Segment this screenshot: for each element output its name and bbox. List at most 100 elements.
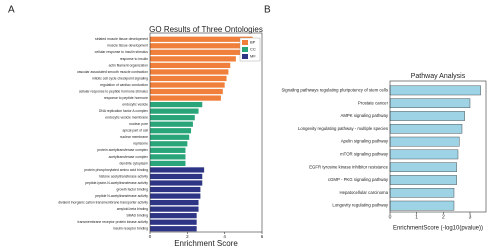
bar bbox=[150, 180, 203, 186]
bar bbox=[150, 134, 190, 140]
y-tick-label: response to peptide hormone bbox=[104, 96, 148, 100]
y-tick-label: divalent inorganic cation transmembrane … bbox=[58, 200, 148, 204]
plot-frame bbox=[389, 80, 487, 213]
y-tick-label: dendrite cytoplasm bbox=[120, 161, 149, 165]
y-tick-label: cellular response to peptide hormone sti… bbox=[79, 89, 148, 93]
y-tick-label: striated muscle tissue development bbox=[95, 37, 148, 41]
bar bbox=[150, 167, 205, 173]
y-tick-label: protein phosphorylated amino acid bindin… bbox=[84, 168, 148, 172]
bar bbox=[389, 175, 457, 185]
y-tick-label: regulation of cardiac conduction bbox=[100, 83, 148, 87]
bar bbox=[150, 147, 186, 153]
y-tick-label: cGMP - PKG signaling pathway bbox=[328, 177, 389, 182]
bar bbox=[150, 75, 227, 82]
y-tick-label: Hepatocellular carcinoma bbox=[340, 190, 389, 195]
bar bbox=[150, 95, 221, 101]
bar bbox=[150, 160, 186, 167]
bar bbox=[389, 111, 465, 121]
bar bbox=[150, 173, 203, 180]
x-tick-label: 0 bbox=[149, 234, 152, 239]
y-tick-label: cellular response to insulin stimulus bbox=[95, 50, 149, 54]
y-tick-label: muscle tissue development bbox=[107, 44, 148, 48]
chart-title: GO Results of Three Ontologies bbox=[149, 25, 263, 34]
bar bbox=[389, 85, 481, 96]
bar bbox=[389, 136, 460, 147]
bar bbox=[389, 162, 457, 173]
y-tick-label: response to insulin bbox=[120, 57, 148, 61]
y-tick-label: insulin receptor binding bbox=[113, 227, 148, 231]
bar bbox=[150, 219, 197, 225]
y-tick-label: DNA replication factor A complex bbox=[99, 109, 148, 113]
bar bbox=[150, 62, 231, 69]
bar bbox=[150, 141, 188, 147]
bar bbox=[150, 56, 236, 62]
legend-label: CC bbox=[250, 47, 256, 52]
x-tick-label: 4 bbox=[223, 234, 226, 239]
y-tick-label: Longevity regulating pathway - multiple … bbox=[298, 126, 388, 131]
y-tick-label: AMPK signaling pathway bbox=[340, 113, 388, 118]
bar bbox=[389, 200, 455, 211]
chart-title: Pathway Analysis bbox=[411, 73, 466, 80]
y-tick-label: peptide-lysine-N-acetyltransferase activ… bbox=[85, 181, 148, 185]
y-tick-label: nuclear membrane bbox=[120, 135, 148, 139]
y-tick-label: acetyltransferase complex bbox=[109, 155, 149, 159]
bar bbox=[150, 101, 203, 108]
legend-label: BP bbox=[250, 40, 256, 45]
y-tick-label: growth factor binding bbox=[117, 187, 149, 191]
x-tick-label: 2 bbox=[442, 214, 445, 220]
x-axis-label: EnrichmentScore (-log10(pvalue)) bbox=[393, 226, 483, 232]
legend-label: MF bbox=[250, 54, 256, 59]
y-tick-label: vascular associated smooth muscle contra… bbox=[77, 70, 148, 74]
y-tick-label: transmembrane receptor protein kinase ac… bbox=[78, 220, 149, 224]
bar bbox=[150, 36, 253, 42]
bar bbox=[389, 98, 471, 109]
bar bbox=[150, 193, 201, 199]
x-axis-label: Enrichment Score bbox=[174, 239, 238, 248]
legend-swatch bbox=[242, 40, 248, 45]
y-tick-label: nuclear pore bbox=[129, 122, 148, 126]
y-tick-label: peptide N-acetyltransferase activity bbox=[95, 194, 148, 198]
panel-label: A bbox=[8, 5, 15, 16]
y-tick-label: Signaling pathways regulating pluripoten… bbox=[281, 88, 388, 93]
bar bbox=[150, 213, 197, 219]
y-tick-label: apical part of cell bbox=[123, 129, 149, 133]
y-tick-label: EGFR tyrosine kinase inhibitor resistanc… bbox=[309, 164, 388, 169]
x-tick-label: 0 bbox=[389, 214, 392, 220]
y-tick-label: replisome bbox=[133, 142, 148, 146]
y-tick-label: mTOR signaling pathway bbox=[340, 152, 389, 157]
x-tick-label: 2 bbox=[186, 234, 189, 239]
bar bbox=[150, 88, 223, 95]
y-tick-label: actin filament organization bbox=[109, 63, 149, 67]
bar bbox=[150, 43, 249, 49]
x-tick-label: 1 bbox=[415, 214, 418, 220]
y-tick-label: Apelin signaling pathway bbox=[341, 139, 389, 144]
bar bbox=[389, 187, 455, 198]
y-tick-label: histone acetyltransferase activity bbox=[99, 174, 148, 178]
bar bbox=[389, 123, 463, 134]
x-tick-label: 3 bbox=[469, 214, 472, 220]
y-tick-label: protein acetyltransferase complex bbox=[97, 148, 148, 152]
legend-swatch bbox=[242, 47, 248, 52]
bar bbox=[150, 128, 192, 134]
y-tick-label: Longevity regulating pathway bbox=[332, 203, 389, 208]
x-tick-label: 6 bbox=[261, 234, 264, 239]
bar bbox=[150, 115, 195, 121]
bar bbox=[150, 69, 229, 75]
plot-frame bbox=[149, 32, 263, 233]
y-tick-label: endocytic vesicle bbox=[122, 102, 148, 106]
bar bbox=[150, 206, 199, 212]
bar bbox=[150, 226, 197, 232]
y-tick-label: Prostate cancer bbox=[358, 100, 389, 105]
bar bbox=[150, 154, 186, 160]
bar bbox=[150, 199, 199, 206]
bar bbox=[150, 108, 199, 114]
panel-label: B bbox=[264, 5, 271, 16]
y-tick-label: SMAD binding bbox=[126, 214, 148, 218]
bar bbox=[150, 49, 248, 55]
y-tick-label: amyloid-beta binding bbox=[117, 207, 148, 211]
y-tick-label: mitotic cell cycle checkpoint signaling bbox=[92, 76, 148, 80]
y-tick-label: endocytic vesicle membrane bbox=[105, 116, 148, 120]
bar bbox=[389, 149, 459, 160]
bar bbox=[150, 121, 193, 127]
